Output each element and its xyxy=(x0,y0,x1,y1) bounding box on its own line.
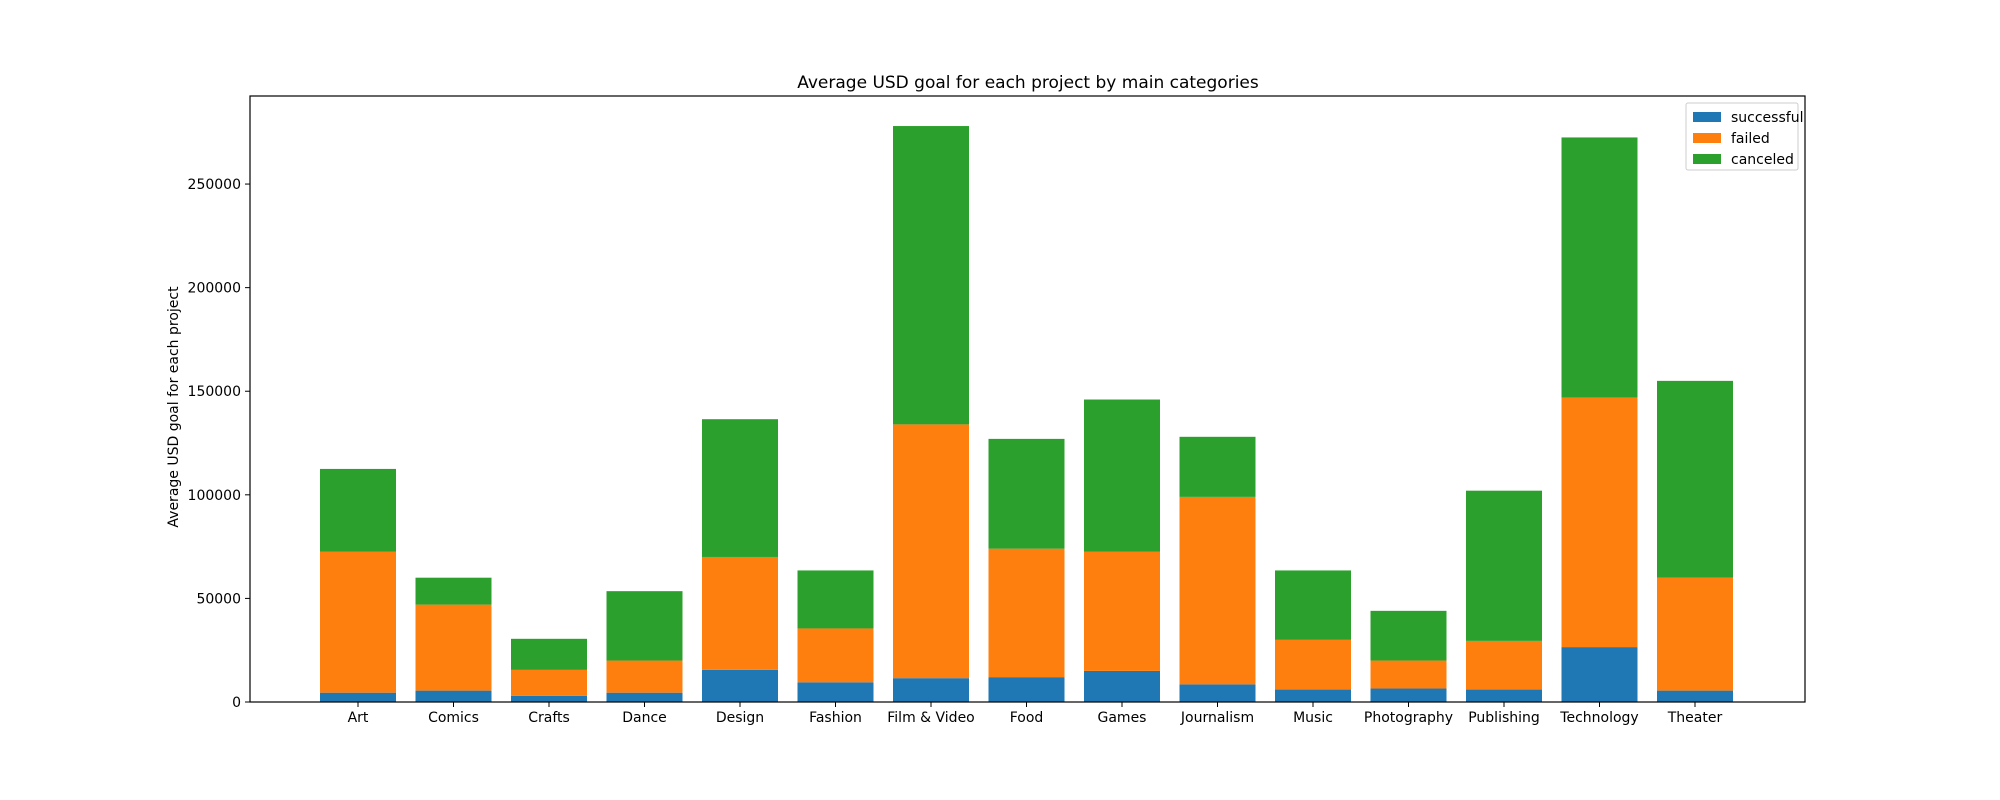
bar-successful-0 xyxy=(320,692,396,702)
x-tick-label: Comics xyxy=(428,710,479,726)
legend-label-canceled: canceled xyxy=(1731,152,1794,168)
bar-failed-10 xyxy=(1275,639,1351,690)
x-tick-label: Dance xyxy=(622,710,667,726)
y-tick-label: 250000 xyxy=(188,177,241,193)
y-tick-label: 200000 xyxy=(188,281,241,297)
y-axis-label: Average USD goal for each project xyxy=(166,286,182,528)
legend-label-successful: successful xyxy=(1731,110,1803,126)
plot-frame xyxy=(249,95,1806,703)
bar-failed-11 xyxy=(1370,660,1447,689)
bar-canceled-7 xyxy=(988,438,1065,549)
bar-successful-6 xyxy=(893,678,969,702)
chart-title: Average USD goal for each project by mai… xyxy=(797,73,1259,93)
legend: successful failed canceled xyxy=(1685,102,1803,171)
bar-successful-2 xyxy=(511,695,587,702)
legend-swatch-successful xyxy=(1693,112,1721,122)
legend-label-failed: failed xyxy=(1731,131,1770,147)
bar-successful-12 xyxy=(1466,689,1542,702)
bar-failed-12 xyxy=(1466,640,1542,690)
x-tick-label: Games xyxy=(1098,710,1147,726)
x-tick-label: Technology xyxy=(1559,710,1638,726)
bar-failed-3 xyxy=(606,660,683,693)
bar-successful-9 xyxy=(1179,684,1256,702)
bar-canceled-12 xyxy=(1466,490,1542,641)
x-tick-label: Food xyxy=(1010,710,1044,726)
x-tick-label: Art xyxy=(348,710,369,726)
x-tick-label: Fashion xyxy=(809,710,862,726)
y-tick-label: 150000 xyxy=(188,384,241,400)
bar-successful-8 xyxy=(1084,670,1160,702)
bar-canceled-14 xyxy=(1657,380,1733,578)
bar-failed-5 xyxy=(797,628,874,683)
legend-swatch-canceled xyxy=(1693,154,1721,164)
bar-failed-2 xyxy=(511,669,587,696)
bar-canceled-5 xyxy=(797,570,874,629)
bar-canceled-10 xyxy=(1275,570,1351,640)
bar-failed-0 xyxy=(320,551,396,693)
bar-canceled-13 xyxy=(1561,137,1638,398)
bar-failed-4 xyxy=(702,556,778,670)
bar-canceled-3 xyxy=(606,591,683,661)
bar-failed-8 xyxy=(1084,551,1160,671)
bar-failed-13 xyxy=(1561,397,1638,648)
x-tick-label: Journalism xyxy=(1180,710,1254,726)
bar-canceled-9 xyxy=(1179,436,1256,497)
legend-swatch-failed xyxy=(1693,133,1721,143)
bar-successful-13 xyxy=(1561,647,1638,702)
x-tick-label: Photography xyxy=(1364,710,1453,726)
bar-failed-1 xyxy=(415,604,492,691)
ticks-layer: Art Comics Crafts Dance Design Fashion Film & … xyxy=(188,177,1723,726)
bar-successful-7 xyxy=(988,677,1065,702)
bar-failed-6 xyxy=(893,424,969,679)
y-tick-label: 50000 xyxy=(196,591,241,607)
y-tick-label: 0 xyxy=(232,695,241,711)
bar-canceled-1 xyxy=(415,577,492,605)
bar-successful-3 xyxy=(606,692,683,702)
x-tick-label: Publishing xyxy=(1468,710,1540,726)
x-tick-label: Design xyxy=(716,710,764,726)
bar-successful-11 xyxy=(1370,688,1447,702)
bars-layer xyxy=(320,126,1733,702)
bar-canceled-4 xyxy=(702,419,778,557)
bar-failed-9 xyxy=(1179,496,1256,685)
bar-canceled-11 xyxy=(1370,610,1447,661)
bar-canceled-0 xyxy=(320,468,396,552)
bar-canceled-6 xyxy=(893,126,969,425)
bar-successful-10 xyxy=(1275,689,1351,702)
y-tick-label: 100000 xyxy=(188,488,241,504)
x-tick-label: Music xyxy=(1293,710,1333,726)
bar-failed-14 xyxy=(1657,577,1733,691)
bar-failed-7 xyxy=(988,548,1065,678)
bar-successful-4 xyxy=(702,669,778,702)
x-tick-label: Crafts xyxy=(528,710,570,726)
bar-successful-5 xyxy=(797,682,874,702)
x-tick-label: Theater xyxy=(1667,710,1723,726)
bar-canceled-8 xyxy=(1084,399,1160,552)
x-tick-label: Film & Video xyxy=(887,710,975,726)
bar-canceled-2 xyxy=(511,638,587,670)
bar-successful-14 xyxy=(1657,690,1733,702)
bar-successful-1 xyxy=(415,690,492,702)
